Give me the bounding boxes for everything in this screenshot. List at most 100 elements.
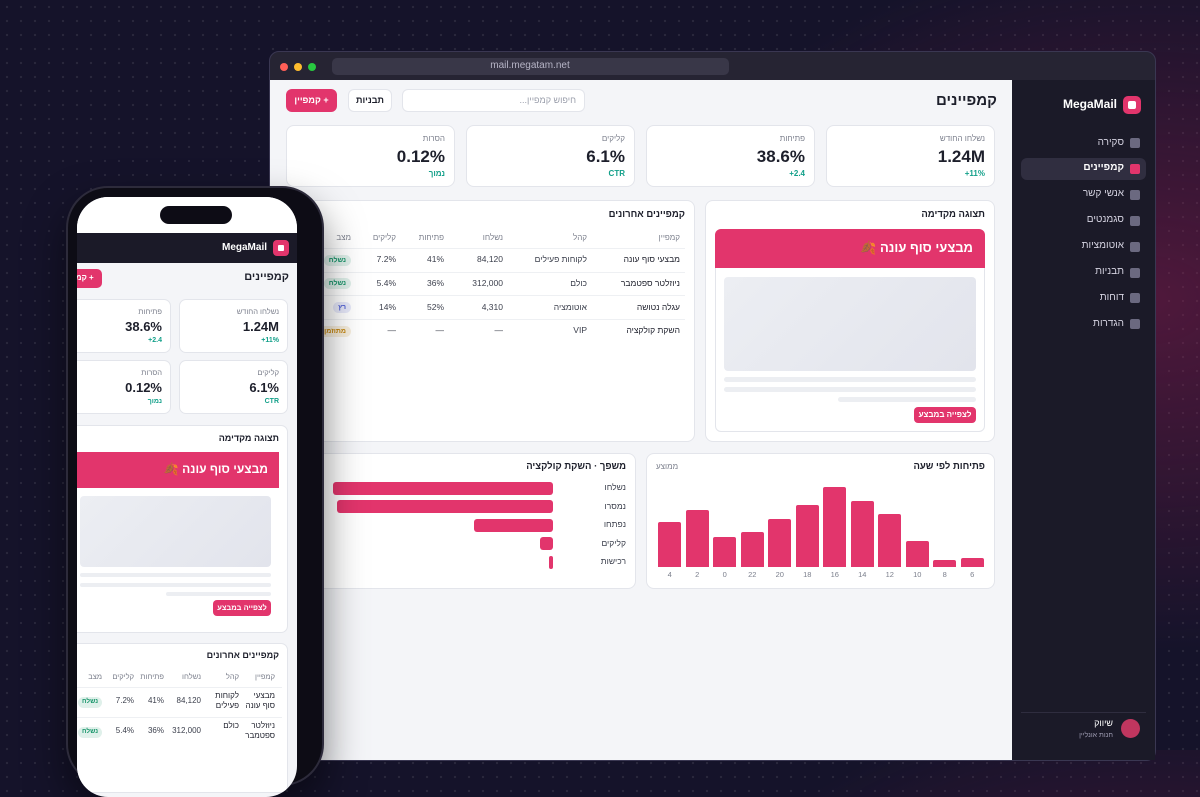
- nav-item[interactable]: אוטומציות: [1081, 240, 1124, 252]
- nav-item[interactable]: תבניות: [1095, 266, 1124, 277]
- nav-icon: [1130, 215, 1140, 226]
- bar: [905, 540, 929, 567]
- new-campaign-button-label: + קמפיין: [77, 273, 94, 283]
- funnel-bar: [333, 481, 553, 495]
- nav-item[interactable]: קמפיינים: [1083, 162, 1124, 174]
- x-tick-label: 18: [803, 569, 812, 579]
- page-title: קמפיינים: [935, 91, 997, 109]
- table-cell: VIP: [573, 325, 587, 336]
- templates-button[interactable]: [348, 89, 392, 112]
- sidebar: [1012, 80, 1155, 760]
- stat-card: [826, 125, 995, 187]
- search-box[interactable]: [402, 89, 585, 112]
- bar: [685, 510, 709, 567]
- table-cell: 41%: [426, 254, 444, 265]
- stat-label: נשלחו החודש: [939, 133, 985, 143]
- table-header: נשלחו: [482, 232, 503, 242]
- table-cell: 7.2%: [376, 254, 396, 265]
- table-cell: עגלה נטושה: [636, 301, 680, 312]
- table-header: קמפיין: [255, 671, 275, 681]
- table-cell: 14%: [378, 301, 396, 312]
- table-cell: ניוזלטר ספטמבר: [620, 278, 680, 289]
- email-line: [80, 573, 271, 577]
- nav-item[interactable]: דוחות: [1099, 291, 1124, 303]
- root: mail.megatam.net MegaMail סקירה קמפיינים אנש…: [66, 51, 1156, 797]
- table-title: קמפיינים אחרונים: [608, 208, 685, 220]
- stat-delta: נמוך: [147, 398, 162, 406]
- preview-title: תצוגה מקדימה: [218, 433, 279, 444]
- bar: [878, 514, 902, 567]
- table-header: מצב: [88, 671, 102, 681]
- new-campaign-button[interactable]: [77, 269, 102, 288]
- stat-delta: 11%+: [261, 337, 279, 345]
- email-line: [724, 377, 976, 382]
- stat-label: הסרות: [141, 367, 162, 377]
- email-cta[interactable]: [213, 600, 271, 616]
- table-row-divider: [296, 295, 685, 297]
- brand-logo-inner: [1128, 101, 1136, 109]
- table-title: קמפיינים אחרונים: [206, 650, 279, 661]
- nav-icon: [1130, 267, 1140, 278]
- nav-icon: [1130, 241, 1140, 252]
- status-badge: נשלח: [323, 278, 351, 290]
- url-text: mail.megatam.net: [490, 60, 570, 71]
- table-cell: 4,310: [481, 301, 503, 312]
- stat-value: 1.24M: [937, 146, 985, 166]
- funnel-label: נשלחו: [604, 482, 626, 493]
- stat-label: קליקים: [601, 133, 625, 143]
- stat-card: [286, 125, 455, 187]
- chart-card: [286, 453, 636, 589]
- email-cta[interactable]: [914, 407, 976, 423]
- stat-card: [466, 125, 635, 187]
- preview-title: תצוגה מקדימה: [921, 208, 985, 220]
- status-badge: נשלח: [323, 254, 351, 266]
- user-avatar: [1121, 719, 1140, 738]
- email-cta-label: לצפייה במבצע: [918, 409, 972, 419]
- table-cell: ניוזלטר ספטמבר: [245, 721, 275, 740]
- table-header: פתיחות: [418, 232, 444, 242]
- stat-delta: CTR: [608, 168, 625, 178]
- window-control[interactable]: [280, 63, 288, 71]
- nav-item[interactable]: הגדרות: [1093, 317, 1124, 329]
- table-cell: השקת קולקציה: [626, 325, 680, 336]
- table-row-divider: [296, 319, 685, 321]
- user-org: חנות אונליין: [1079, 732, 1113, 740]
- email-line: [838, 397, 976, 402]
- stat-value: 38.6%: [756, 146, 805, 166]
- table-cell: 36%: [147, 725, 164, 735]
- bar: [713, 536, 737, 567]
- table-header: פתיחות: [140, 671, 164, 681]
- funnel-bar: [337, 500, 553, 513]
- x-tick-label: 4: [667, 569, 672, 579]
- phone-notch: [160, 206, 232, 224]
- window-control[interactable]: [294, 63, 302, 71]
- bar: [768, 519, 792, 567]
- nav-item[interactable]: סגמנטים: [1086, 214, 1124, 226]
- nav-item[interactable]: סקירה: [1097, 136, 1124, 148]
- x-tick-label: 6: [970, 569, 975, 579]
- x-tick-label: 0: [722, 569, 727, 579]
- table-cell: 7.2%: [115, 695, 134, 705]
- stat-label: פתיחות: [779, 133, 805, 143]
- stat-delta: 11%+: [964, 168, 985, 178]
- table-header: קמפיין: [658, 232, 680, 242]
- nav-icon: [1130, 319, 1140, 330]
- stat-card: [646, 125, 815, 187]
- bar: [960, 558, 984, 567]
- stat-card: [77, 299, 171, 353]
- new-campaign-button[interactable]: [286, 89, 337, 112]
- email-banner-text: מבצעי סוף עונה 🍂: [163, 462, 268, 477]
- url-bar: [332, 58, 729, 75]
- table-card: [77, 643, 288, 793]
- email-banner-text: מבצעי סוף עונה 🍂: [860, 240, 973, 256]
- table-header: קהל: [225, 671, 239, 681]
- window-control[interactable]: [308, 63, 316, 71]
- email-line: [80, 583, 271, 587]
- stat-label: הסרות: [422, 133, 445, 143]
- nav-item[interactable]: אנשי קשר: [1082, 188, 1124, 200]
- email-banner: [715, 229, 985, 268]
- table-cell: 312,000: [472, 278, 503, 289]
- table-row-divider: [296, 271, 685, 273]
- status-badge: רץ: [333, 301, 351, 313]
